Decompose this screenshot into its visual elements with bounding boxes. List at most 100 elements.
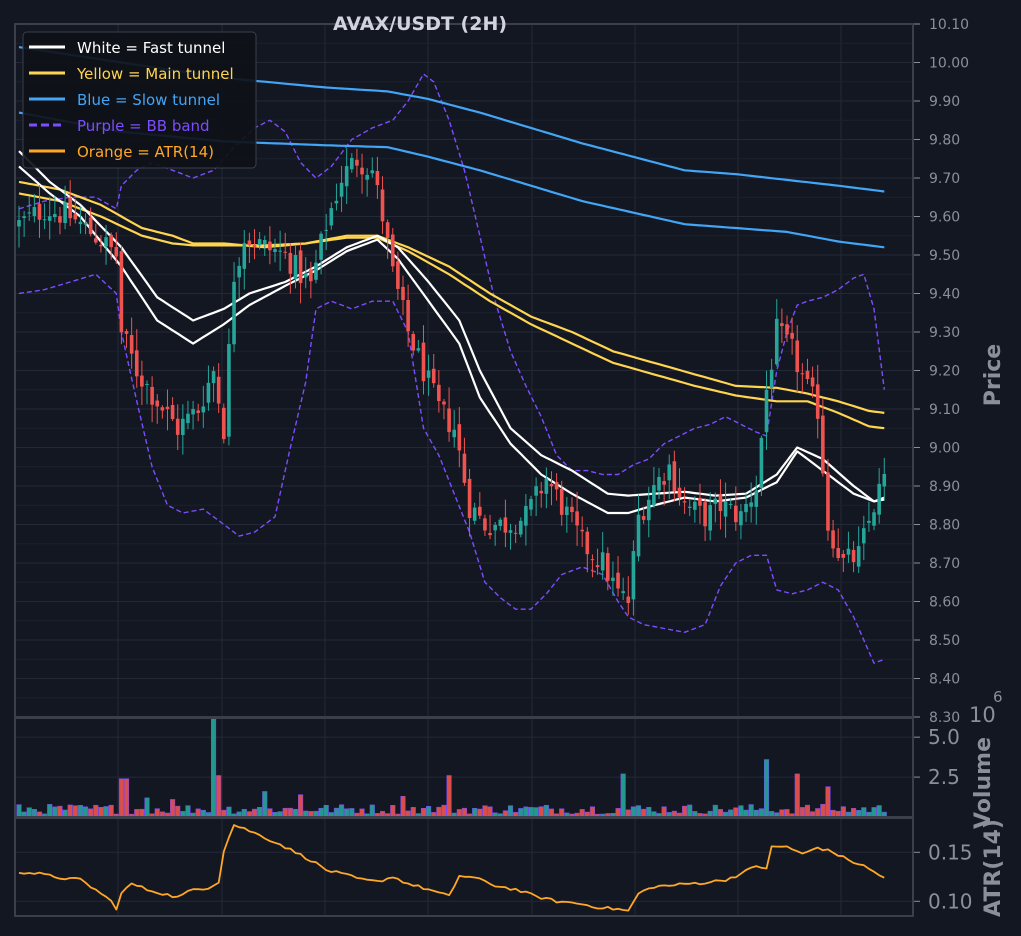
candle-body — [242, 243, 247, 269]
y-tick-label: 8.50 — [929, 633, 960, 649]
volume-bar — [456, 809, 462, 818]
candle-body — [570, 506, 574, 513]
volume-bar — [262, 791, 268, 818]
candle-body — [493, 524, 497, 531]
candle-body — [754, 490, 759, 507]
atr-series-line — [18, 824, 885, 912]
candle-body — [764, 389, 769, 433]
candle-body — [375, 171, 380, 186]
y-tick-label: 9.40 — [929, 287, 960, 303]
y-tick-label: 8.70 — [929, 556, 960, 572]
volume-bar — [318, 807, 324, 818]
candle-body — [227, 343, 231, 437]
candle-body — [426, 370, 431, 378]
candle-body — [769, 369, 774, 388]
candle-body — [73, 214, 78, 220]
candle-body — [431, 368, 436, 384]
y-tick-label: 9.90 — [929, 94, 960, 110]
candle-body — [790, 332, 794, 339]
candle-body — [524, 506, 528, 526]
candle-body — [355, 159, 359, 166]
candle-body — [872, 512, 876, 526]
candle-body — [309, 269, 313, 282]
volume-panel: 5.0 2.5 — [14, 717, 960, 818]
volume-bar — [482, 805, 488, 818]
atr-axis: 0.15 0.10 — [913, 840, 973, 913]
volume-bar — [26, 807, 32, 818]
candle-body — [104, 237, 108, 247]
volume-bar — [518, 808, 524, 818]
candle-body — [88, 217, 93, 235]
candle-body — [360, 167, 364, 175]
candle-body — [396, 261, 400, 289]
volume-bar — [738, 805, 744, 818]
volume-bar — [615, 808, 621, 818]
volume-bar — [441, 804, 447, 818]
legend-item-fast: White = Fast tunnel — [29, 39, 225, 57]
fast-tunnel-lower-line — [18, 165, 885, 515]
candle-body — [795, 340, 800, 373]
volume-bar — [815, 808, 821, 818]
candle-body — [636, 514, 641, 557]
volume-bar — [144, 797, 150, 818]
y-tick-label: 8.60 — [929, 595, 960, 611]
candle-body — [314, 262, 318, 280]
volume-bar — [543, 804, 549, 818]
y-tick-label: 9.60 — [929, 210, 960, 226]
volume-bar — [646, 807, 652, 818]
volume-bar — [446, 775, 452, 818]
volume-panel-area — [15, 718, 913, 817]
volume-bar — [108, 804, 114, 818]
candle-body — [319, 233, 323, 260]
candle-body — [442, 401, 446, 405]
candle-body — [559, 488, 564, 515]
candle-body — [53, 214, 57, 218]
candle-body — [867, 520, 871, 523]
candle-body — [457, 424, 462, 451]
candle-body — [478, 506, 482, 516]
main-tunnel-lower-line — [18, 192, 885, 430]
candle-body — [262, 240, 267, 245]
candle-body — [134, 350, 139, 377]
candle-body — [78, 221, 83, 225]
candle-body — [140, 375, 144, 387]
volume-bar — [123, 778, 130, 818]
candle-body — [145, 383, 149, 385]
volume-bar — [67, 804, 73, 818]
volume-bar — [103, 806, 109, 818]
candle-body — [667, 464, 672, 481]
volume-bar — [712, 804, 718, 818]
candle-body — [186, 413, 190, 424]
candle-body — [626, 596, 631, 604]
candle-body — [585, 531, 590, 555]
volume-bar — [287, 807, 293, 818]
candle-body — [216, 376, 221, 404]
volume-bar — [339, 804, 345, 818]
candle-body — [780, 323, 784, 327]
candle-body — [759, 437, 764, 489]
volume-bar — [779, 809, 785, 818]
volume-bar — [871, 807, 877, 818]
candle-body — [385, 222, 390, 238]
candle-body — [196, 410, 200, 413]
candle-body — [862, 528, 866, 544]
atr-panel-area — [15, 818, 913, 916]
volume-bar — [758, 808, 764, 818]
volume-bar — [733, 807, 739, 818]
y-tick-label: 10.00 — [929, 56, 969, 72]
candle-body — [37, 203, 42, 220]
candle-body — [58, 216, 62, 223]
candle-body — [191, 409, 195, 415]
candle-body — [810, 377, 815, 387]
candle-body — [329, 208, 334, 226]
legend-label: Purple = BB band — [77, 117, 210, 135]
volume-bar — [175, 805, 181, 818]
candle-body — [734, 505, 738, 523]
volume-bar — [185, 805, 191, 818]
volume-bar — [77, 805, 83, 818]
volume-bar — [784, 809, 790, 818]
candle-body — [129, 335, 134, 354]
y-tick-label: 9.70 — [929, 171, 960, 187]
volume-bar — [620, 773, 626, 818]
